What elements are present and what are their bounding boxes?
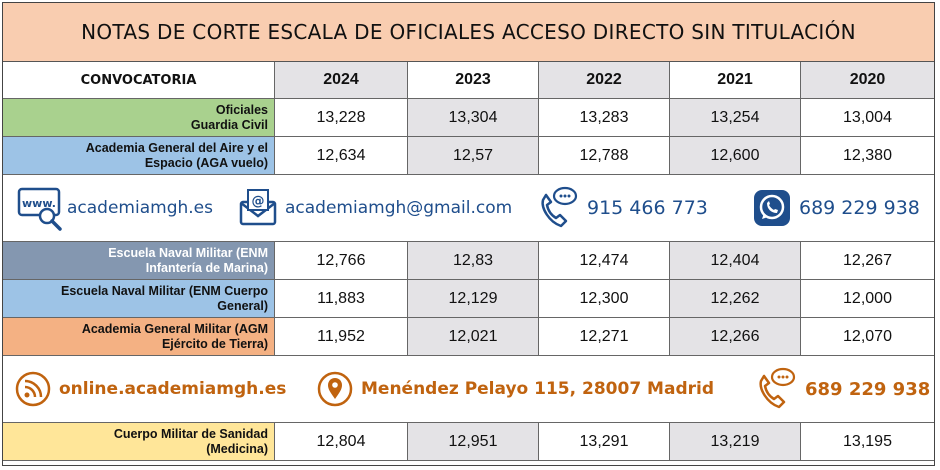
address-contact[interactable]: Menéndez Pelayo 115, 28007 Madrid <box>317 356 714 422</box>
row-value: 12,271 <box>539 318 670 356</box>
contact-banner-blue: www. academiamgh.es @ academiamgh@gmail.… <box>3 175 934 242</box>
row-value: 12,788 <box>539 137 670 175</box>
online-text: online.academiamgh.es <box>59 379 287 399</box>
row-value: 13,195 <box>801 423 934 461</box>
row-value: 12,83 <box>408 242 539 280</box>
row-label: Oficiales Guardia Civil <box>3 99 275 137</box>
row-label: Escuela Naval Militar (ENM Infantería de … <box>3 242 275 280</box>
contact-banner-orange: online.academiamgh.es Menéndez Pelayo 11… <box>3 356 934 423</box>
row-value: 13,283 <box>539 99 670 137</box>
website-contact[interactable]: www. academiamgh.es <box>17 175 213 241</box>
email-contact[interactable]: @ academiamgh@gmail.com <box>239 175 512 241</box>
row-value: 12,300 <box>539 280 670 318</box>
table-row: Escuela Naval Militar (ENM Infantería de … <box>3 242 934 280</box>
row-value: 12,766 <box>275 242 408 280</box>
table-row: Escuela Naval Militar (ENM Cuerpo General… <box>3 280 934 318</box>
row-value: 12,267 <box>801 242 934 280</box>
orange-phone-contact[interactable]: 689 229 938 <box>755 356 930 422</box>
row-value: 12,804 <box>275 423 408 461</box>
phone-chat-icon <box>537 186 579 230</box>
row-value: 12,262 <box>670 280 801 318</box>
phone-contact[interactable]: 915 466 773 <box>537 175 708 241</box>
orange-phone-text: 689 229 938 <box>805 378 931 400</box>
row-label: Cuerpo Militar de Sanidad (Medicina) <box>3 423 275 461</box>
header-convocatoria: CONVOCATORIA <box>3 62 275 99</box>
row-value: 12,070 <box>801 318 934 356</box>
row-label: Escuela Naval Militar (ENM Cuerpo General… <box>3 280 275 318</box>
row-value: 12,129 <box>408 280 539 318</box>
row-value: 11,883 <box>275 280 408 318</box>
row-value: 12,021 <box>408 318 539 356</box>
row-label: Academia General del Aire y el Espacio (A… <box>3 137 275 175</box>
location-pin-icon <box>317 371 353 407</box>
header-year: 2021 <box>670 62 801 99</box>
website-text: academiamgh.es <box>67 198 213 218</box>
phone-chat-icon <box>755 367 797 411</box>
whatsapp-contact[interactable]: 689 229 938 <box>753 175 920 241</box>
row-value: 12,600 <box>670 137 801 175</box>
header-year: 2024 <box>275 62 408 99</box>
row-label: Academia General Militar (AGM Ejército de… <box>3 318 275 356</box>
table-header: CONVOCATORIA 2024 2023 2022 2021 2020 <box>3 62 934 99</box>
table-row: Oficiales Guardia Civil 13,228 13,304 13,… <box>3 99 934 137</box>
row-value: 12,474 <box>539 242 670 280</box>
whatsapp-icon <box>753 189 791 227</box>
table-row: Cuerpo Militar de Sanidad (Medicina) 12,8… <box>3 423 934 461</box>
row-value: 13,254 <box>670 99 801 137</box>
header-year: 2023 <box>408 62 539 99</box>
svg-text:www.: www. <box>22 197 56 210</box>
rss-feed-icon <box>15 371 51 407</box>
row-value: 13,004 <box>801 99 934 137</box>
row-value: 13,228 <box>275 99 408 137</box>
row-value: 13,219 <box>670 423 801 461</box>
www-magnifier-icon: www. <box>17 185 67 231</box>
email-text: academiamgh@gmail.com <box>285 198 513 218</box>
row-value: 12,380 <box>801 137 934 175</box>
row-value: 12,634 <box>275 137 408 175</box>
table-row: Academia General Militar (AGM Ejército de… <box>3 318 934 356</box>
row-value: 11,952 <box>275 318 408 356</box>
row-value: 12,000 <box>801 280 934 318</box>
row-value: 13,304 <box>408 99 539 137</box>
online-contact[interactable]: online.academiamgh.es <box>15 356 286 422</box>
address-text: Menéndez Pelayo 115, 28007 Madrid <box>361 379 714 399</box>
row-value: 12,266 <box>670 318 801 356</box>
table-row: Academia General del Aire y el Espacio (A… <box>3 137 934 175</box>
envelope-at-icon: @ <box>239 188 277 228</box>
row-value: 12,951 <box>408 423 539 461</box>
header-year: 2020 <box>801 62 934 99</box>
cutoff-table: NOTAS DE CORTE ESCALA DE OFICIALES ACCES… <box>2 2 935 466</box>
svg-text:@: @ <box>252 194 265 209</box>
phone-text: 915 466 773 <box>587 197 708 219</box>
row-value: 12,57 <box>408 137 539 175</box>
whatsapp-text: 689 229 938 <box>799 197 920 219</box>
row-value: 12,404 <box>670 242 801 280</box>
page-title: NOTAS DE CORTE ESCALA DE OFICIALES ACCES… <box>3 3 934 62</box>
row-value: 13,291 <box>539 423 670 461</box>
header-year: 2022 <box>539 62 670 99</box>
